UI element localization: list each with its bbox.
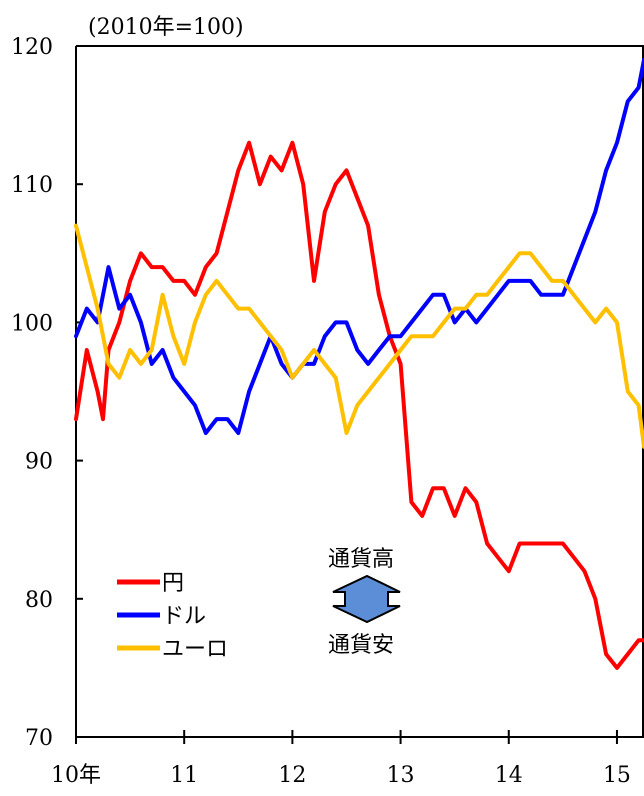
x-tick-label: 12	[278, 763, 306, 788]
legend-label-3: ユーロ	[162, 637, 228, 662]
x-axis-ticks: 10年 11 12 13 14 15	[51, 730, 631, 788]
y-tick-label: 120	[11, 35, 53, 60]
currency-annotation: 通貨高 通貨安	[328, 547, 401, 658]
legend-label-2: ドル	[162, 604, 206, 629]
legend-label-1: 円	[162, 571, 184, 596]
y-tick-label: 110	[11, 173, 53, 198]
y-tick-label: 70	[25, 726, 53, 751]
annotation-bottom-label: 通貨安	[328, 633, 394, 658]
x-tick-label: 11	[170, 763, 198, 788]
x-tick-label: 15	[603, 763, 631, 788]
axes	[75, 45, 644, 738]
y-axis-ticks: 70 80 90 100 110 120	[11, 35, 83, 751]
series-lines	[74, 57, 644, 670]
series-line-2	[74, 57, 644, 435]
series-line-3	[74, 223, 644, 449]
y-tick-label: 90	[25, 450, 53, 475]
unit-label: (2010年=100)	[88, 15, 244, 40]
y-tick-label: 80	[25, 588, 53, 613]
x-tick-label: 10年	[51, 763, 101, 788]
x-tick-label: 14	[495, 763, 523, 788]
y-tick-label: 100	[11, 311, 53, 336]
annotation-top-label: 通貨高	[328, 547, 394, 572]
x-tick-label: 13	[387, 763, 415, 788]
series-line-1	[74, 140, 644, 670]
double-arrow-icon	[332, 574, 401, 624]
